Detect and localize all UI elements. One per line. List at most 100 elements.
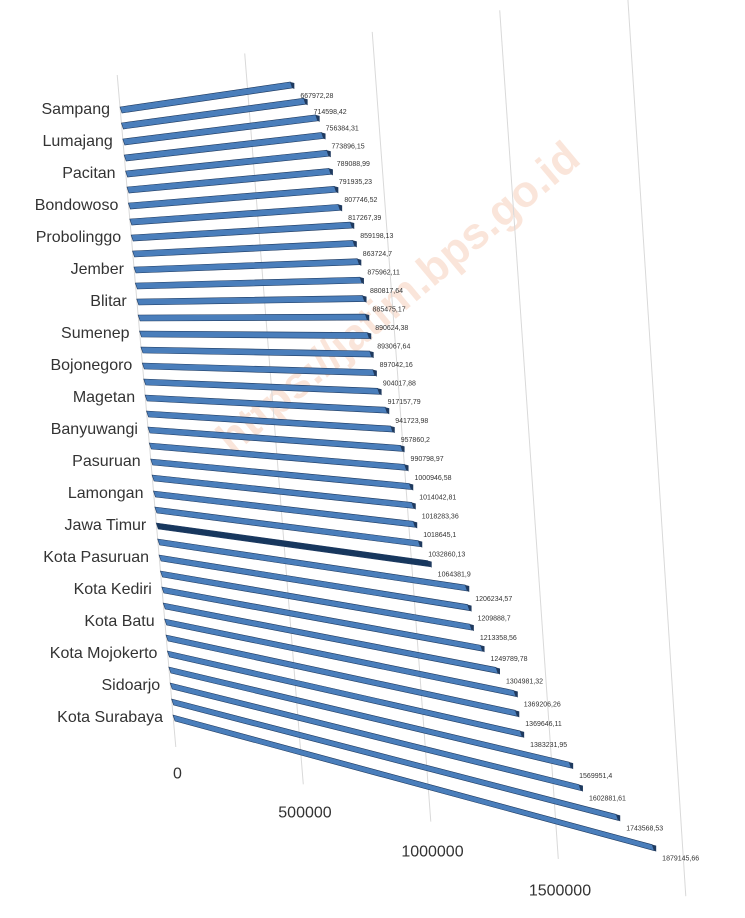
bar-end <box>290 81 295 89</box>
value-label: 1369206,26 <box>524 701 561 708</box>
y-tick-label: Jawa Timur <box>64 517 146 534</box>
bar <box>150 458 412 490</box>
value-label: 667972,28 <box>300 93 333 100</box>
value-label: 885475,17 <box>373 306 406 313</box>
value-label: 1064381,9 <box>438 571 471 578</box>
bar-end <box>427 560 432 568</box>
value-label: 1206234,57 <box>475 596 512 603</box>
bar <box>126 168 332 194</box>
bar-end <box>413 521 418 529</box>
value-label: 714598,42 <box>314 109 347 116</box>
bar <box>120 97 307 130</box>
bar-end <box>367 332 372 340</box>
bar-end <box>321 132 326 140</box>
y-tick-label: Sumenep <box>61 325 130 342</box>
value-label: 990798,97 <box>411 456 444 463</box>
bar <box>139 330 370 339</box>
value-label: 1018283,36 <box>422 513 459 520</box>
value-label: 1014042,81 <box>419 494 456 501</box>
bar <box>158 554 471 611</box>
bar-end <box>357 258 362 266</box>
bar-end <box>409 483 414 491</box>
bar <box>130 221 353 242</box>
value-label: 791935,23 <box>339 179 372 186</box>
bar-end <box>469 624 474 632</box>
bar-end <box>418 540 423 548</box>
y-tick-label: Kota Surabaya <box>57 709 163 726</box>
bar <box>162 602 499 674</box>
x-tick-label: 1000000 <box>401 843 463 860</box>
bar-end <box>338 204 343 212</box>
y-tick-label: Sidoarjo <box>102 677 161 694</box>
bar <box>129 204 341 226</box>
y-tick-label: Bondowoso <box>35 197 119 214</box>
value-label: 897042,16 <box>380 362 413 369</box>
value-label: 1018645,1 <box>423 532 456 539</box>
bar <box>133 258 360 274</box>
bar-end <box>465 585 470 593</box>
value-label: 789088,99 <box>337 161 370 168</box>
bar-end <box>372 369 377 377</box>
bar <box>144 394 388 414</box>
bar <box>164 618 517 697</box>
value-label: 904017,88 <box>383 380 416 387</box>
bar-end <box>515 710 520 718</box>
bar <box>147 426 403 452</box>
bar <box>171 698 619 821</box>
bar-end <box>362 295 367 303</box>
value-label: 807746,52 <box>344 197 377 204</box>
bar-end <box>467 604 472 612</box>
value-label: 941723,98 <box>395 418 428 425</box>
bar <box>146 410 394 433</box>
bar-end <box>616 814 621 822</box>
y-tick-label: Banyuwangi <box>51 421 138 438</box>
bar-end <box>315 114 320 122</box>
y-tick-label: Jember <box>71 261 125 278</box>
bar <box>132 240 356 258</box>
y-tick-label: Kota Pasuruan <box>43 549 149 566</box>
x-tick-label: 0 <box>173 765 182 782</box>
value-label: 893067,64 <box>377 343 410 350</box>
value-label: 817267,39 <box>348 215 381 222</box>
bar <box>122 114 319 146</box>
y-tick-label: Lamongan <box>68 485 144 502</box>
grid-line <box>627 0 687 897</box>
value-label: 1000946,58 <box>415 475 452 482</box>
bar-end <box>350 222 355 230</box>
value-label: 1032860,13 <box>428 551 465 558</box>
y-tick-label: Sampang <box>42 101 111 118</box>
value-label: 756384,31 <box>326 126 359 133</box>
bar-end <box>352 240 357 248</box>
bar <box>155 522 431 568</box>
bar <box>141 362 376 376</box>
bar-end <box>578 784 583 792</box>
y-tick-label: Probolinggo <box>36 229 122 246</box>
value-label: 773896,15 <box>332 143 365 150</box>
bar <box>165 634 518 717</box>
bar <box>136 295 365 306</box>
y-tick-label: Magetan <box>73 389 135 406</box>
y-tick-label: Blitar <box>90 293 127 310</box>
value-label: 1369646,11 <box>525 721 562 728</box>
bar-end <box>326 150 331 158</box>
value-label: 1213358,56 <box>480 635 517 642</box>
value-label: 1209888,7 <box>478 615 511 622</box>
bar-end <box>480 645 485 653</box>
bar <box>123 132 324 162</box>
value-label: 917157,79 <box>388 399 421 406</box>
bar-end <box>411 502 416 510</box>
value-label: 1743568,53 <box>626 825 663 832</box>
bar <box>137 313 368 322</box>
bar-end <box>365 314 370 322</box>
bar <box>168 666 572 769</box>
y-tick-label: Pasuruan <box>72 453 141 470</box>
y-tick-label: Kota Kediri <box>74 581 152 598</box>
value-label: 1383231,95 <box>530 742 567 749</box>
y-tick-label: Kota Mojokerto <box>50 645 158 662</box>
bar-end <box>369 351 374 359</box>
y-tick-label: Kota Batu <box>84 613 154 630</box>
x-tick-label: 500000 <box>278 804 331 821</box>
bar-end <box>377 388 382 396</box>
bar-end <box>404 464 409 472</box>
